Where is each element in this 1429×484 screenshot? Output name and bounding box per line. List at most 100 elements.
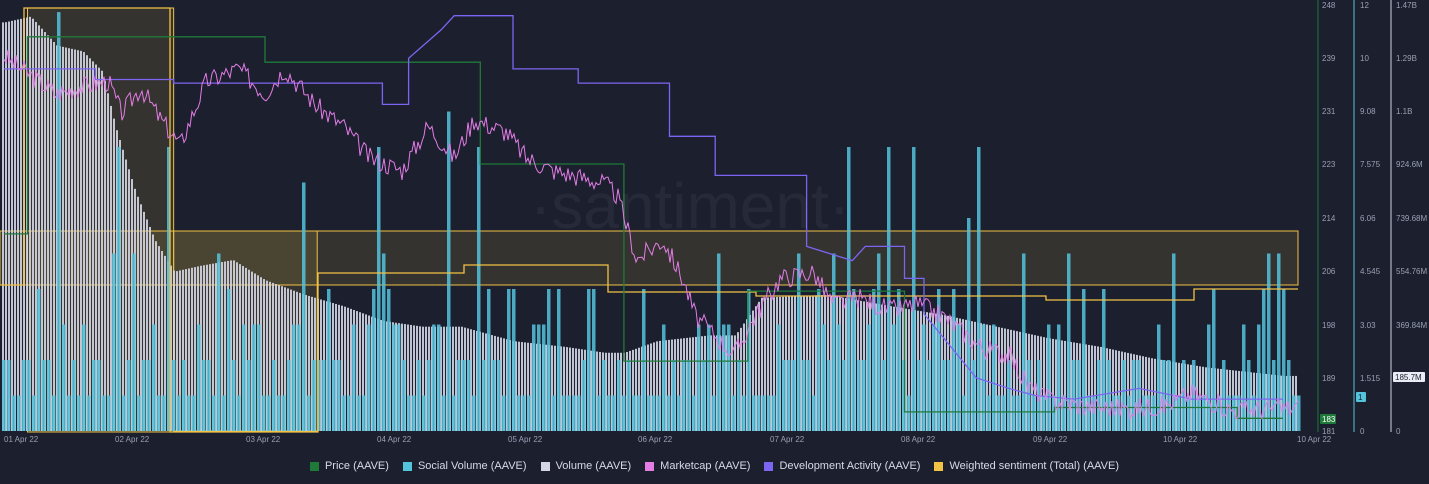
social-volume-bar [812,395,816,431]
social-volume-bar [462,360,466,431]
price-tick-label: 239 [1322,54,1336,63]
social-volume-bar [1257,324,1261,431]
social-volume-bar [382,253,386,431]
volume-bar [35,22,37,432]
social-volume-bar [477,147,481,431]
volume-current-label: 185.7M [1395,373,1422,382]
social-volume-bar [917,360,921,431]
social-volume-bar [1137,360,1141,431]
legend-item[interactable]: Price (AAVE) [309,460,389,472]
volume-bar [815,295,817,431]
social-volume-bar [277,395,281,431]
social-volume-bar [397,324,401,431]
y-axes: 24823923122321420619818918112109.087.575… [1317,0,1427,436]
volume-bar [980,323,982,431]
volume-bar [1151,358,1153,431]
social-volume-current-label: 1 [1358,393,1363,402]
volume-bar [1064,340,1066,431]
price-tick-label: 181 [1322,427,1336,436]
social-volume-bar [482,360,486,431]
social-volume-bar [862,360,866,431]
volume-bar [692,337,694,431]
legend-item[interactable]: Volume (AAVE) [540,460,631,472]
social-volume-bar [327,289,331,431]
volume-bar [47,35,49,432]
social-volume-bar [1052,395,1056,431]
legend-item[interactable]: Social Volume (AAVE) [402,460,527,472]
price-tick-label: 248 [1322,1,1336,10]
social-volume-bar [57,12,61,431]
volume-bar [53,42,55,432]
volume-bar [725,335,727,431]
social-volume-bar [492,360,496,431]
social-volume-bar [187,395,191,431]
social-volume-bar [177,395,181,431]
volume-bar [158,246,160,431]
social-volume-bar [297,324,301,431]
social-volume-bar [842,360,846,431]
volume-bar [266,280,268,431]
social-volume-bar [122,395,126,431]
social-volume-bar [707,324,711,431]
social-volume-bar [922,324,926,431]
social-volume-bar [147,360,151,431]
social-volume-tick-label: 6.06 [1360,214,1376,223]
social-volume-bar [52,395,56,431]
social-volume-bar [1287,360,1291,431]
x-axis: 01 Apr 22 02 Apr 22 03 Apr 22 04 Apr 22 05 A… [4,435,1332,444]
social-volume-bar [692,395,696,431]
social-volume-current-badge [1356,392,1366,402]
social-volume-bar [1182,360,1186,431]
social-volume-bar [697,324,701,431]
social-volume-bar [1242,324,1246,431]
legend-label: Social Volume (AAVE) [417,460,527,472]
social-volume-bar [197,324,201,431]
legend-item[interactable]: Weighted sentiment (Total) (AAVE) [934,460,1119,472]
social-volume-bar [972,360,976,431]
social-volume-bar [682,360,686,431]
social-volume-bar [722,324,726,431]
volume-bar [1055,339,1057,431]
volume-bar [245,267,247,431]
social-volume-bar [137,395,141,431]
price-current-label: 183 [1322,415,1336,424]
volume-bar [173,270,175,431]
social-volume-bar [527,395,531,431]
social-volume-bar [927,360,931,431]
social-volume-bar [1157,324,1161,431]
legend-item[interactable]: Marketcap (AAVE) [645,460,750,472]
social-volume-bar [1022,253,1026,431]
social-volume-bar [1087,395,1091,431]
social-volume-bar [97,360,101,431]
social-volume-bar [312,360,316,431]
volume-bar [443,326,445,431]
social-volume-bar [662,324,666,431]
volume-bar [731,335,733,431]
social-volume-bar [1007,360,1011,431]
social-volume-bar [217,253,221,431]
marketcap-line [3,49,1299,421]
volume-bar [17,19,19,432]
volume-bar [281,286,283,431]
volume-bar [107,93,109,431]
social-volume-bar [117,147,121,431]
social-volume-bar [452,395,456,431]
x-tick-label: 04 Apr 22 [377,435,412,444]
social-volume-bar [457,360,461,431]
social-volume-bar [1272,360,1276,431]
social-volume-bar [1207,324,1211,431]
social-volume-bar [1217,395,1221,431]
social-volume-bar [1012,395,1016,431]
volume-bar [170,265,172,431]
social-volume-bar [112,253,116,431]
volume-bar [920,311,922,431]
volume-bar [503,338,505,431]
sentiment-line-group [0,7,1298,433]
legend-item[interactable]: Development Activity (AAVE) [764,460,920,472]
volume-bar [62,46,64,432]
volume-bar [647,344,649,431]
social-volume-bar [247,360,251,431]
price-tick-label: 223 [1322,160,1336,169]
volume-bar [188,268,190,431]
volume-bar [20,18,22,431]
